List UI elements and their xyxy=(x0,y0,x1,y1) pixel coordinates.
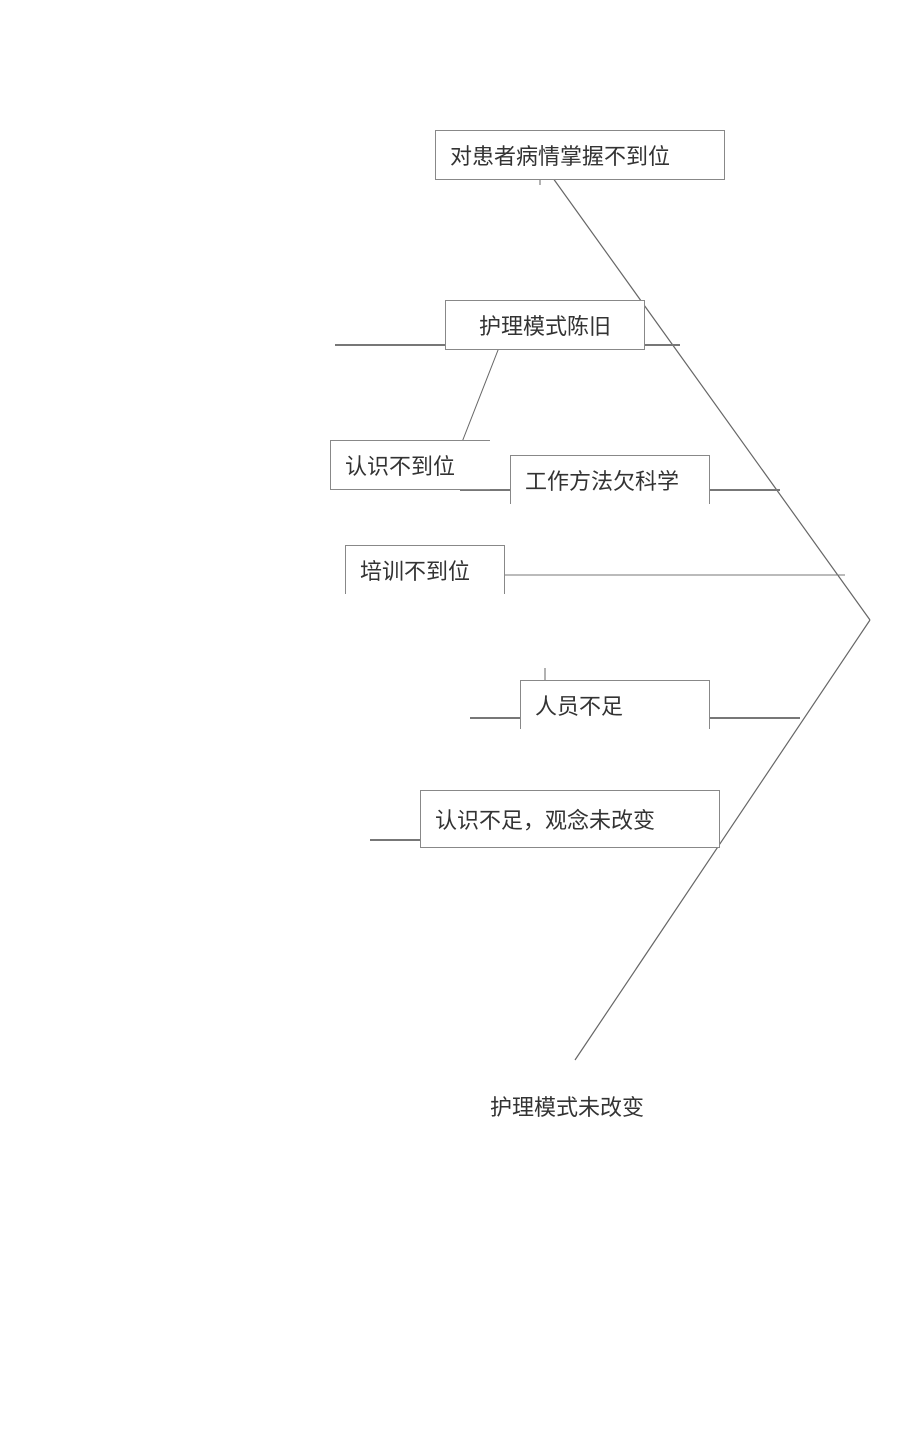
box-label: 认识不足，观念未改变 xyxy=(435,808,655,833)
box-old-model: 护理模式陈旧 xyxy=(445,300,645,350)
box-training-lack: 培训不到位 xyxy=(345,545,505,594)
box-label: 培训不到位 xyxy=(360,559,470,584)
box-staff-short: 人员不足 xyxy=(520,680,710,729)
box-concept-unchanged: 认识不足，观念未改变 xyxy=(420,790,720,848)
spine-top-diag xyxy=(540,160,870,620)
box-condition-grasp: 对患者病情掌握不到位 xyxy=(435,130,725,180)
box-label: 护理模式陈旧 xyxy=(479,314,611,339)
diagram-lines-svg xyxy=(0,0,920,1456)
box-label: 对患者病情掌握不到位 xyxy=(450,144,670,169)
box-label: 人员不足 xyxy=(535,694,623,719)
bottom-label-text: 护理模式未改变 xyxy=(490,1095,644,1120)
fishbone-diagram: 对患者病情掌握不到位 护理模式陈旧 认识不到位 工作方法欠科学 培训不到位 人员… xyxy=(0,0,920,1456)
box-label: 认识不到位 xyxy=(345,454,455,479)
box-awareness-lack: 认识不到位 xyxy=(330,440,490,490)
bottom-category-label: 护理模式未改变 xyxy=(490,1090,644,1122)
box-method-unscientific: 工作方法欠科学 xyxy=(510,455,710,504)
box-label: 工作方法欠科学 xyxy=(525,469,679,494)
